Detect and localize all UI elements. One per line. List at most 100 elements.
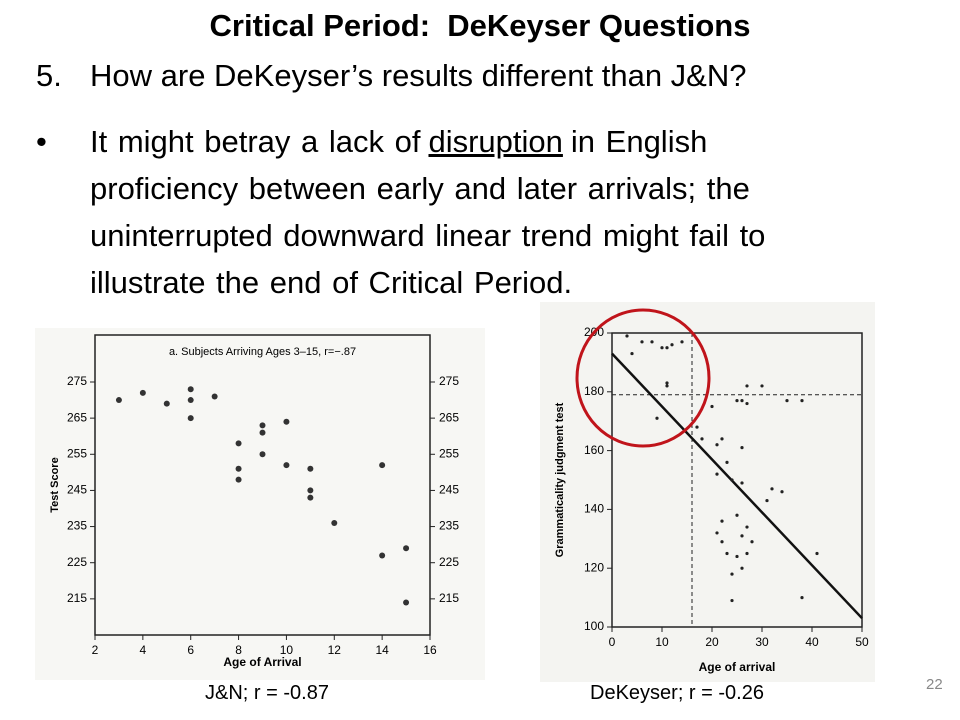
y-tick-label: 215 [67, 591, 87, 605]
y-tick-label: 120 [584, 560, 604, 574]
y-tick-label: 140 [584, 502, 604, 516]
point [730, 572, 734, 576]
y-tick-label: 265 [67, 410, 87, 424]
x-axis-label: Age of arrival [699, 660, 776, 674]
point [720, 540, 724, 544]
point [780, 490, 784, 494]
x-tick-label: 10 [280, 643, 294, 657]
point [700, 437, 704, 441]
point [720, 437, 724, 441]
x-tick-label: 2 [92, 643, 99, 657]
text: It might betray a lack of [90, 124, 421, 159]
y-tick-label: 275 [439, 374, 459, 388]
point [735, 399, 739, 403]
chart-title: a. Subjects Arriving Ages 3–15, r=−.87 [169, 346, 356, 358]
point [187, 415, 194, 422]
y-tick-label: 245 [439, 483, 459, 497]
x-tick-label: 40 [805, 635, 819, 649]
page-number: 22 [926, 676, 943, 693]
y-tick-label: 180 [584, 384, 604, 398]
bullet-line: uninterrupted downward linear trend migh… [90, 218, 766, 253]
point [259, 451, 266, 458]
point [725, 551, 729, 556]
point [745, 525, 749, 529]
point [235, 476, 242, 483]
y-tick-label: 255 [439, 446, 459, 460]
underlined-text: disruption [428, 124, 563, 159]
x-tick-label: 4 [140, 643, 147, 657]
point [307, 465, 314, 472]
point [800, 596, 804, 600]
x-tick-label: 6 [187, 643, 194, 657]
point [785, 399, 789, 403]
item-text: How are DeKeyser’s results different tha… [90, 58, 747, 93]
x-tick-label: 16 [423, 643, 437, 657]
point [750, 540, 754, 544]
point [740, 566, 744, 570]
plot-frame [94, 334, 431, 636]
y-tick-label: 255 [67, 446, 87, 460]
point [745, 551, 749, 556]
point [745, 384, 749, 388]
point [745, 401, 749, 406]
y-tick-label: 215 [439, 591, 459, 605]
point [660, 346, 664, 350]
point [630, 351, 634, 356]
plot-frame [611, 332, 863, 628]
point [403, 599, 410, 606]
point [625, 334, 629, 338]
point [800, 399, 804, 403]
bullet: • It might betray a lack of disruption in … [36, 118, 765, 306]
point [760, 384, 764, 388]
point [765, 498, 769, 503]
point [670, 343, 674, 347]
highlight-circle [575, 308, 711, 448]
point [725, 460, 729, 464]
y-axis-label: Test Score [49, 457, 61, 512]
trend-line [611, 352, 863, 620]
point [235, 440, 242, 447]
x-tick-label: 12 [328, 643, 342, 657]
point [665, 381, 669, 385]
point [715, 443, 719, 447]
point [680, 340, 684, 344]
item-number: 5. [36, 58, 62, 93]
point [379, 462, 386, 469]
point [735, 513, 739, 517]
x-tick-label: 10 [655, 635, 669, 649]
point [740, 399, 744, 403]
y-tick-label: 275 [67, 374, 87, 388]
point [259, 429, 266, 436]
text: in English [570, 124, 708, 159]
point [331, 519, 338, 526]
y-tick-label: 225 [439, 555, 459, 569]
y-tick-label: 265 [439, 410, 459, 424]
point [139, 389, 146, 396]
x-tick-label: 0 [609, 635, 616, 649]
point [740, 481, 744, 485]
point [403, 545, 410, 552]
question: 5. How are DeKeyser’s results different t… [36, 58, 746, 94]
point [740, 446, 744, 450]
bullet-dot: • [36, 124, 47, 159]
point [720, 519, 724, 523]
point [211, 393, 218, 400]
point [115, 397, 122, 404]
point [665, 346, 669, 350]
x-tick-label: 20 [705, 635, 719, 649]
point [187, 397, 194, 404]
point [740, 534, 744, 538]
point [163, 400, 170, 407]
y-tick-label: 160 [584, 443, 604, 457]
chart-background [35, 328, 485, 680]
slide-title: Critical Period: DeKeyser Questions [209, 8, 751, 43]
y-tick-label: 235 [439, 519, 459, 533]
point [715, 531, 719, 535]
x-axis-label: Age of Arrival [223, 655, 301, 669]
point [730, 598, 734, 603]
point [307, 487, 314, 494]
point [307, 494, 314, 501]
y-tick-label: 225 [67, 555, 87, 569]
